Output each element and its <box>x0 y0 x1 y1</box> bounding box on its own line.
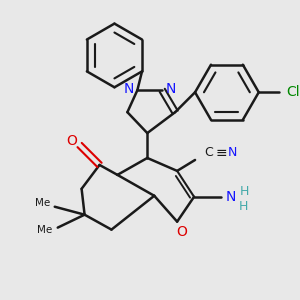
Text: Cl: Cl <box>286 85 299 99</box>
Text: N: N <box>226 190 236 204</box>
Text: N: N <box>166 82 176 96</box>
Text: N: N <box>228 146 238 160</box>
Text: O: O <box>66 134 77 148</box>
Text: O: O <box>177 225 188 238</box>
Text: C: C <box>205 146 213 160</box>
Text: H: H <box>240 185 250 198</box>
Text: N: N <box>123 82 134 96</box>
Text: H: H <box>239 200 248 213</box>
Text: ≡: ≡ <box>215 146 227 160</box>
Text: Me: Me <box>37 225 52 235</box>
Text: Me: Me <box>35 198 50 208</box>
